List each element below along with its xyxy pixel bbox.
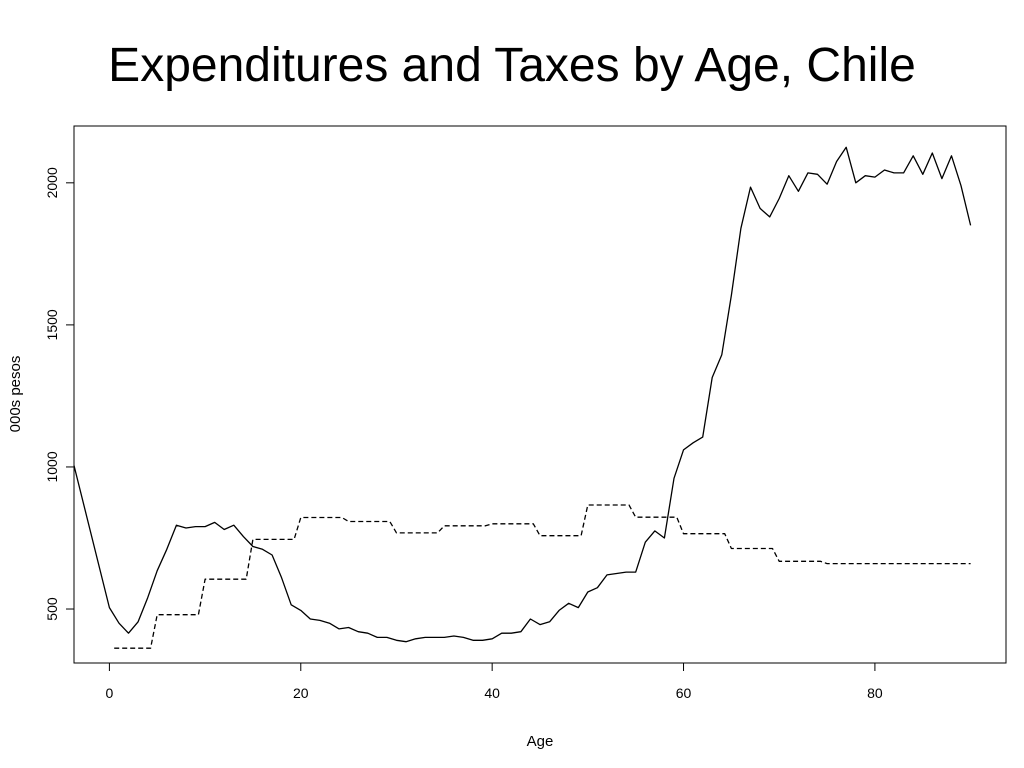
series-line-dashed: [114, 504, 971, 649]
plot-box: [73, 125, 1007, 664]
y-tick-label: 2000: [44, 167, 60, 198]
y-axis: 500 1000 1500 2000: [44, 167, 74, 621]
x-tick-label: 80: [867, 685, 883, 701]
series-layer: [73, 146, 972, 649]
y-tick-label: 500: [44, 597, 60, 621]
x-tick-label: 40: [484, 685, 500, 701]
chart-title: Expenditures and Taxes by Age, Chile: [108, 39, 916, 92]
x-tick-label: 60: [676, 685, 692, 701]
x-tick-label: 0: [106, 685, 114, 701]
y-tick-label: 1000: [44, 451, 60, 482]
y-tick-label: 1500: [44, 309, 60, 340]
y-axis-label: 000s pesos: [7, 356, 24, 433]
x-axis-label: Age: [527, 733, 554, 750]
series-line-solid: [73, 146, 972, 643]
x-tick-label: 20: [293, 685, 309, 701]
x-axis: 0 20 40 60 80: [106, 662, 883, 701]
